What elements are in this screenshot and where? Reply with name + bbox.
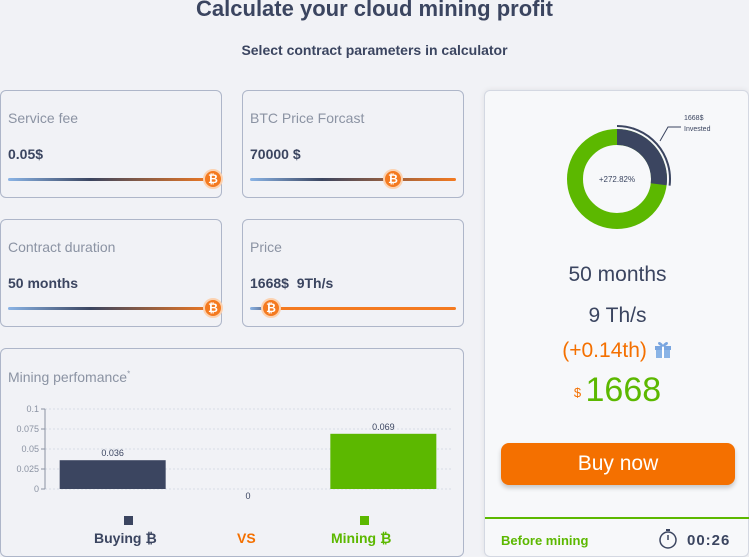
mining-performance-title-text: Mining perfomance	[8, 369, 128, 385]
chart-bar	[59, 460, 166, 489]
price-card: Price 1668$ 9Th/s ₿	[242, 219, 464, 327]
bar-data-label: 0	[245, 491, 250, 501]
price-slider[interactable]	[250, 307, 456, 310]
bitcoin-icon: ₿	[388, 172, 398, 186]
countdown-timer: 00:26	[687, 532, 731, 549]
price-hashrate: 9Th/s	[296, 275, 334, 291]
summary-bonus: (+0.14th)	[562, 339, 647, 362]
service-fee-slider-thumb[interactable]: ₿	[203, 169, 223, 189]
summary-price: 1668	[585, 371, 662, 409]
mining-performance-chart: 0 0.025 0.05 0.075 0.1 0.036 0 0.069	[16, 404, 451, 501]
y-tick-label: 0.1	[26, 404, 39, 414]
y-tick-label: 0	[34, 484, 39, 494]
service-fee-card: Service fee 0.05$ ₿	[0, 90, 223, 198]
summary-months: 50 months	[568, 263, 667, 286]
donut-callout-label: Invested	[684, 126, 711, 133]
y-tick-label: 0.075	[16, 424, 39, 434]
page-subtitle: Select contract parameters in calculator	[241, 42, 508, 58]
contract-duration-slider-thumb[interactable]: ₿	[203, 298, 223, 318]
gift-icon[interactable]	[653, 339, 673, 359]
vs-label: VS	[237, 530, 256, 546]
page-title: Calculate your cloud mining profit	[196, 0, 553, 21]
price-value: 1668$ 9Th/s	[250, 275, 333, 291]
bitcoin-icon: ₿	[208, 172, 218, 186]
donut-invested-arc	[616, 129, 667, 186]
mining-label: Mining ₿	[331, 530, 392, 546]
donut-center-label: +272.82%	[599, 175, 635, 184]
summary-currency: $	[573, 385, 582, 400]
y-tick-label: 0.05	[21, 444, 39, 454]
mining-performance-card: Mining perfomance* 0 0.025 0.05 0.075 0.1 0.0…	[0, 348, 464, 557]
buying-legend-marker	[124, 516, 133, 525]
summary-bonus-row: (+0.14th)	[485, 339, 749, 363]
mining-performance-title-mark: *	[127, 369, 131, 379]
contract-duration-slider[interactable]	[8, 307, 214, 310]
chart-bar	[330, 433, 437, 489]
summary-panel: +272.82% 1668$ Invested 50 months 9 Th/s…	[484, 90, 749, 557]
price-label: Price	[250, 239, 282, 255]
mining-performance-title: Mining perfomance*	[8, 369, 130, 385]
contract-duration-value: 50 months	[8, 275, 79, 291]
mining-legend-marker	[360, 516, 369, 525]
donut-callout-line	[659, 126, 681, 142]
summary-hashrate: 9 Th/s	[588, 304, 647, 327]
bitcoin-icon: ₿	[266, 301, 276, 315]
btc-price-value: 70000 $	[250, 146, 301, 162]
price-amount: 1668$	[250, 275, 289, 291]
contract-duration-card: Contract duration 50 months ₿	[0, 219, 223, 327]
btc-price-card: BTC Price Forcast 70000 $ ₿	[242, 90, 464, 198]
before-mining-divider	[485, 517, 749, 519]
service-fee-value: 0.05$	[8, 146, 44, 162]
before-mining-label: Before mining	[501, 533, 589, 548]
price-slider-thumb[interactable]: ₿	[261, 298, 281, 318]
bitcoin-icon: ₿	[208, 301, 218, 315]
clock-icon	[659, 529, 677, 549]
buying-label: Buying ₿	[94, 530, 157, 546]
btc-price-label: BTC Price Forcast	[250, 110, 365, 126]
buy-now-button[interactable]: Buy now	[501, 443, 735, 485]
service-fee-slider[interactable]	[8, 178, 214, 181]
summary-price-row: $ 1668	[485, 371, 749, 410]
service-fee-label: Service fee	[8, 110, 79, 126]
btc-price-slider[interactable]	[250, 178, 456, 181]
donut-callout-arc	[616, 125, 671, 186]
contract-duration-label: Contract duration	[8, 239, 116, 255]
bar-data-label: 0.069	[372, 422, 395, 432]
donut-callout-amount: 1668$	[684, 115, 704, 122]
profit-donut-chart: +272.82% 1668$ Invested	[567, 115, 711, 229]
btc-price-slider-thumb[interactable]: ₿	[383, 169, 403, 189]
y-tick-label: 0.025	[16, 464, 39, 474]
bar-data-label: 0.036	[101, 448, 124, 458]
